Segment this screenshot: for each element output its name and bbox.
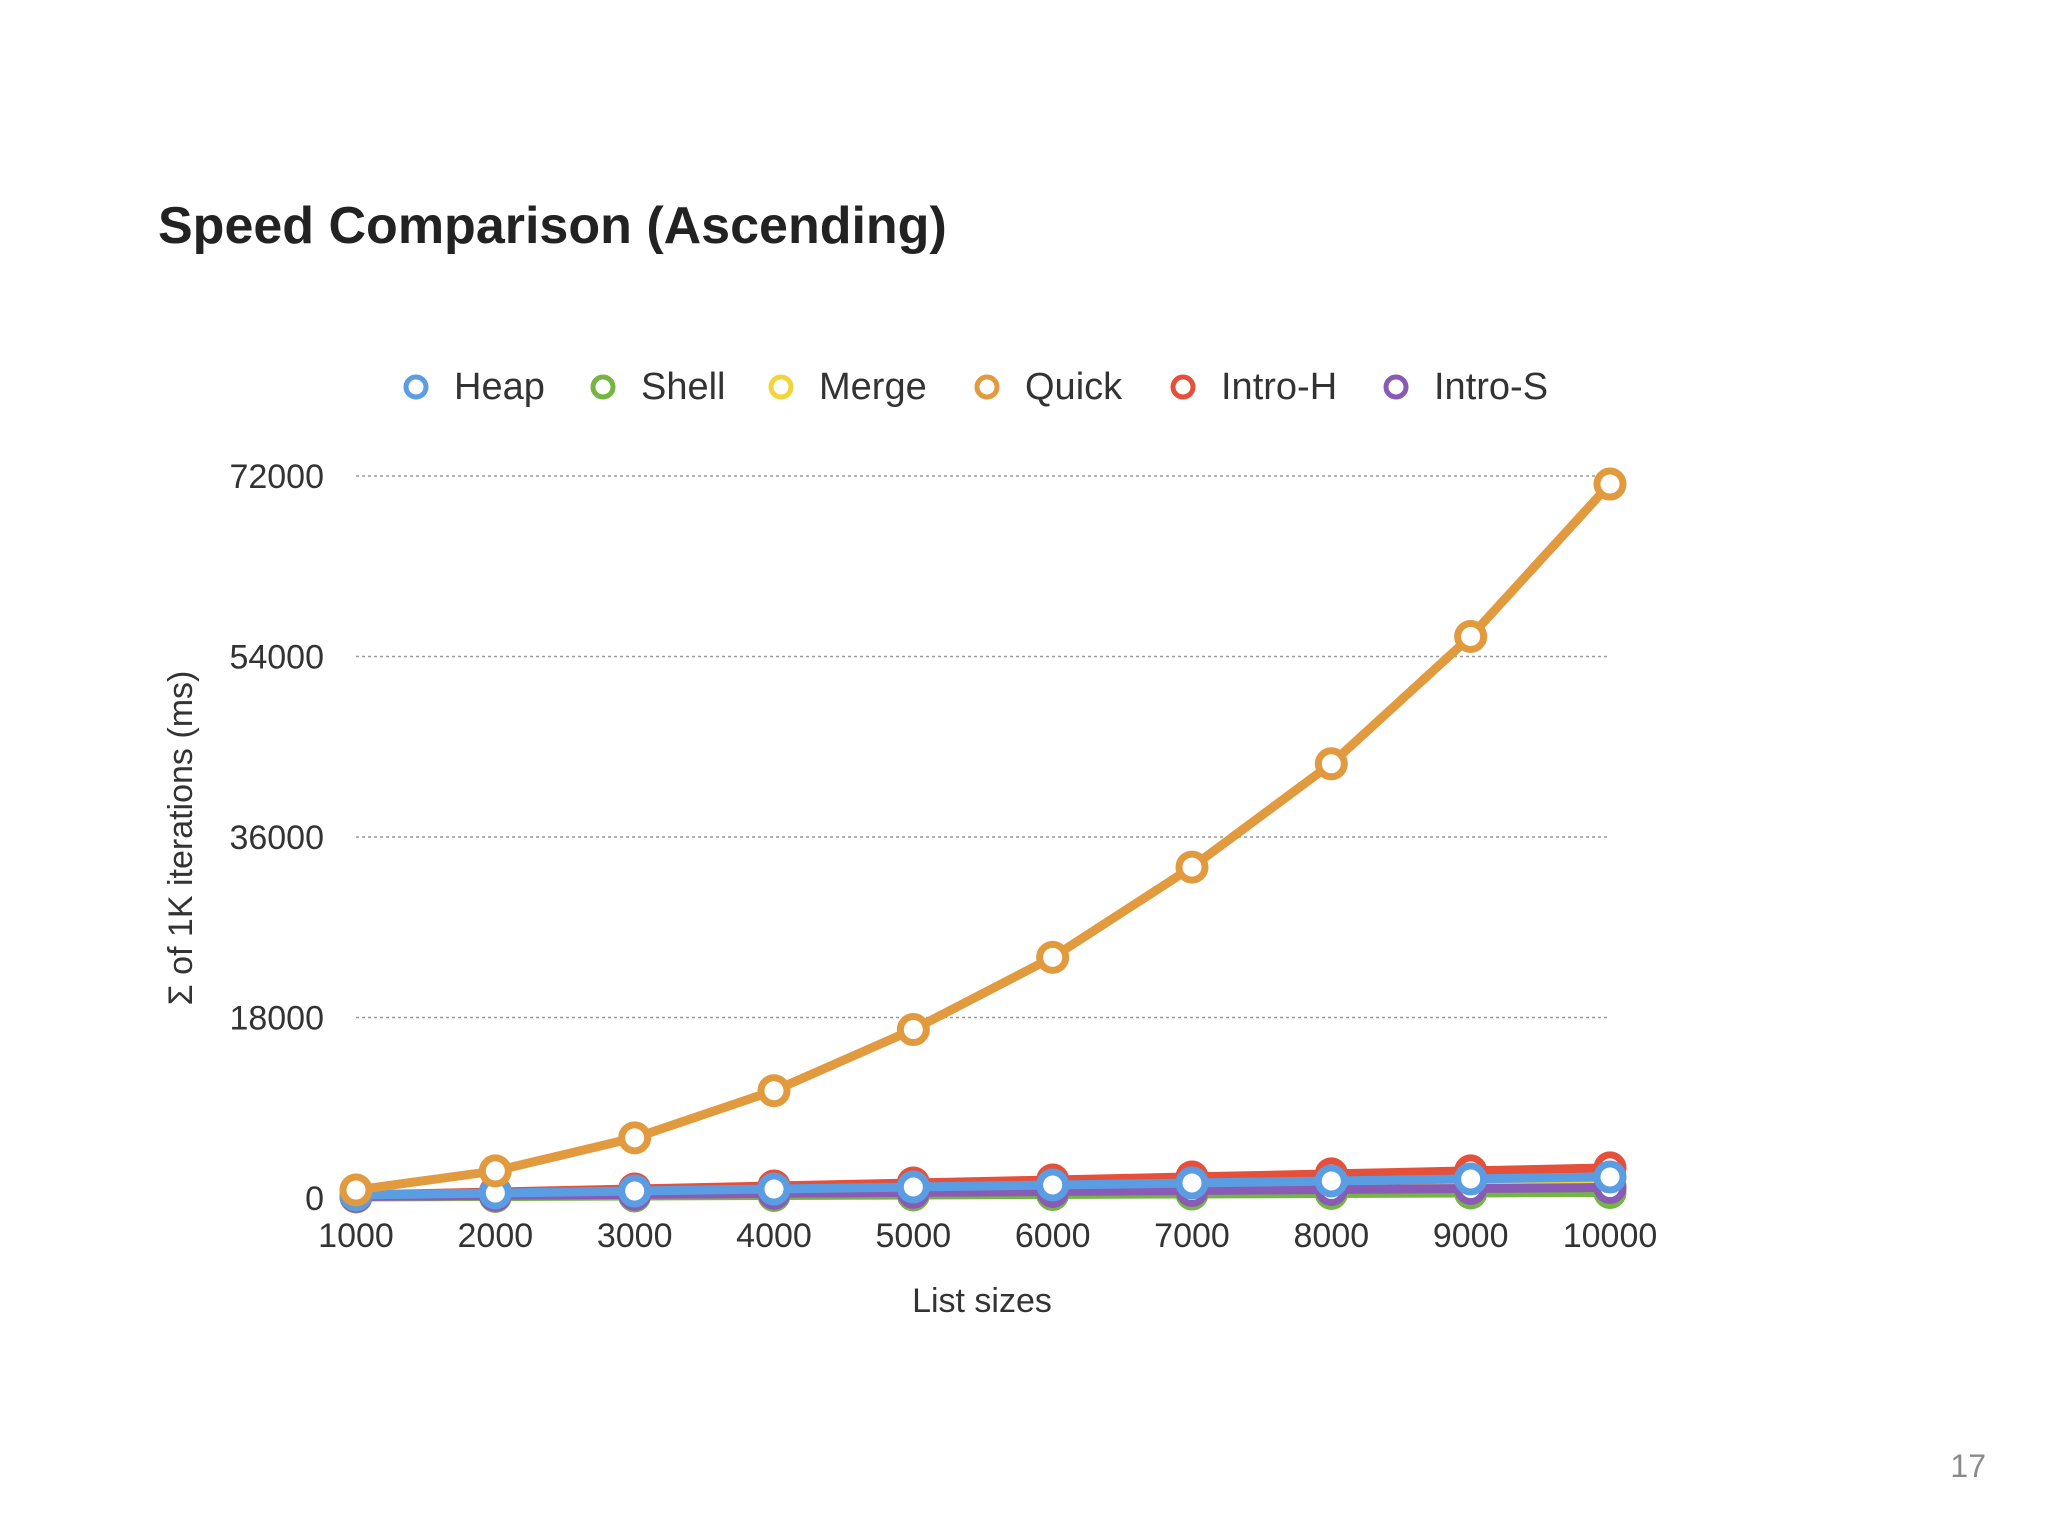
legend-label: Quick [1025,366,1123,408]
x-tick-label: 4000 [736,1217,812,1255]
data-point [1314,747,1348,781]
x-tick-label: 7000 [1154,1217,1230,1255]
x-tick-label: 1000 [318,1217,394,1255]
legend-marker-icon [1383,374,1409,400]
data-point [1593,467,1627,501]
data-point [1454,619,1488,653]
x-tick-label: 5000 [876,1217,952,1255]
data-point [618,1174,652,1208]
x-tick-label: 6000 [1015,1217,1091,1255]
data-point [1175,1166,1209,1200]
data-point [1454,1162,1488,1196]
legend-marker-icon [590,374,616,400]
y-tick-label: 72000 [229,458,324,496]
y-tick-label: 0 [305,1180,324,1218]
legend-marker-icon [768,374,794,400]
data-point [757,1074,791,1108]
series-line [351,1172,1615,1200]
x-axis-label: List sizes [912,1282,1052,1320]
data-point [1036,940,1070,974]
legend-item-merge: Merge [768,366,927,408]
x-axis-ticks: 1000 2000 3000 4000 5000 6000 7000 8000 9000 1000… [318,1217,1657,1255]
data-point [896,1013,930,1047]
legend-label: Heap [454,366,545,408]
data-point [1593,1160,1627,1194]
data-point [1314,1164,1348,1198]
series-quick [339,467,1627,1207]
x-tick-label: 8000 [1294,1217,1370,1255]
x-tick-label: 10000 [1563,1217,1658,1255]
legend-item-intro-s: Intro-S [1383,366,1548,408]
x-tick-label: 9000 [1433,1217,1509,1255]
x-tick-label: 3000 [597,1217,673,1255]
x-tick-label: 2000 [458,1217,534,1255]
grid-lines [356,475,1610,1019]
legend-item-shell: Shell [590,366,726,408]
y-axis-ticks: 0 18000 36000 54000 72000 [229,458,324,1218]
legend-item-quick: Quick [974,366,1123,408]
data-point [757,1172,791,1206]
data-point [339,1173,373,1207]
data-point [478,1154,512,1188]
y-tick-label: 18000 [229,1000,324,1038]
legend-label: Intro-H [1221,366,1337,408]
slide-title: Speed Comparison (Ascending) [158,197,947,255]
data-point [1036,1168,1070,1202]
data-point [896,1170,930,1204]
legend-marker-icon [974,374,1000,400]
legend-label: Shell [641,366,726,408]
chart-legend: Heap Shell Merge Quick Intro-H Intro-S [403,366,1548,408]
legend-marker-icon [1170,374,1196,400]
legend-item-heap: Heap [403,366,545,408]
legend-item-intro-h: Intro-H [1170,366,1337,408]
data-point [1175,850,1209,884]
y-axis-label: Σ of 1K iterations (ms) [162,671,200,1006]
page-number: 17 [1950,1448,1986,1484]
y-tick-label: 54000 [229,639,324,677]
chart-series [339,467,1627,1214]
data-point [618,1121,652,1155]
y-tick-label: 36000 [229,819,324,857]
legend-label: Intro-S [1434,366,1548,408]
legend-marker-icon [403,374,429,400]
legend-label: Merge [819,366,927,408]
series-line [351,479,1615,1195]
